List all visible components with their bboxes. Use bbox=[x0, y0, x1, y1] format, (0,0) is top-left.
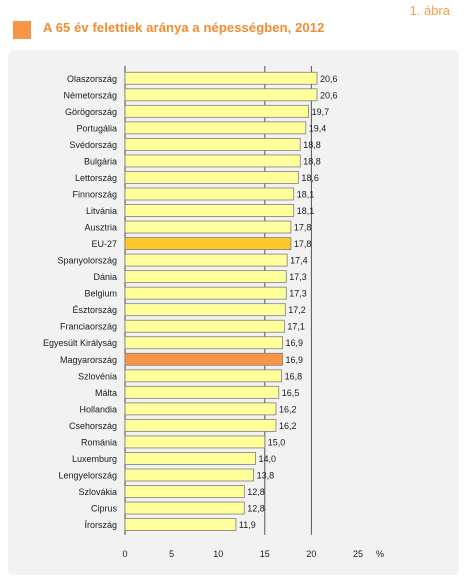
value-label: 16,9 bbox=[286, 338, 304, 348]
bar bbox=[124, 485, 245, 498]
figure-number-label: 1. ábra bbox=[409, 3, 450, 18]
category-label: Szlovénia bbox=[78, 371, 117, 381]
category-label: Görögország bbox=[65, 107, 117, 117]
category-label: Bulgária bbox=[84, 156, 117, 166]
value-label: 18,8 bbox=[303, 140, 321, 150]
value-label: 18,8 bbox=[303, 156, 321, 166]
category-label: Lettország bbox=[75, 173, 117, 183]
bar bbox=[124, 452, 256, 465]
category-label: Litvánia bbox=[86, 206, 117, 216]
x-axis-unit-label: % bbox=[376, 549, 384, 559]
value-label: 17,8 bbox=[294, 223, 312, 233]
category-label: Finnország bbox=[72, 189, 117, 199]
value-label: 18,1 bbox=[297, 206, 315, 216]
value-label: 14,0 bbox=[258, 454, 276, 464]
bar bbox=[124, 187, 295, 201]
category-label: Luxemburg bbox=[72, 454, 117, 464]
x-tick-label: 5 bbox=[169, 549, 174, 559]
bar bbox=[124, 286, 287, 300]
category-label: Írország bbox=[84, 520, 117, 530]
category-label: Olaszország bbox=[67, 74, 117, 84]
category-label: Franciaország bbox=[60, 322, 117, 332]
value-label: 20,6 bbox=[320, 74, 338, 84]
x-tick-label: 15 bbox=[260, 549, 270, 559]
category-label: Ciprus bbox=[91, 504, 118, 514]
bar bbox=[124, 204, 295, 217]
bar bbox=[124, 402, 277, 416]
value-label: 11,9 bbox=[239, 520, 256, 530]
category-label: Ausztria bbox=[84, 223, 117, 233]
category-label: Románia bbox=[81, 437, 117, 447]
value-label: 17,4 bbox=[290, 256, 308, 266]
category-label: Lengyelország bbox=[58, 470, 117, 480]
value-label: 16,2 bbox=[279, 404, 297, 414]
value-label: 20,6 bbox=[320, 90, 338, 100]
value-label: 16,8 bbox=[285, 371, 303, 381]
value-label: 17,3 bbox=[289, 272, 307, 282]
bar bbox=[124, 171, 299, 184]
value-label: 17,3 bbox=[289, 289, 307, 299]
category-label: Portugália bbox=[76, 123, 117, 133]
bar bbox=[124, 385, 280, 399]
title-marker-square bbox=[13, 21, 31, 39]
x-tick-label: 25 bbox=[353, 549, 363, 559]
value-label: 17,2 bbox=[288, 305, 306, 315]
bar bbox=[124, 501, 245, 515]
value-label: 17,1 bbox=[287, 322, 305, 332]
x-tick-label: 10 bbox=[213, 549, 223, 559]
value-label: 17,8 bbox=[294, 239, 312, 249]
category-label: Málta bbox=[95, 388, 117, 398]
value-label: 16,9 bbox=[286, 355, 304, 365]
category-label: Spanyolország bbox=[57, 256, 117, 266]
value-label: 19,7 bbox=[312, 107, 330, 117]
value-label: 18,6 bbox=[301, 173, 319, 183]
chart-panel: Olaszország 20,6 Németország 20,6 Görögorszá… bbox=[8, 50, 459, 575]
bar bbox=[124, 303, 286, 317]
value-label: 19,4 bbox=[309, 123, 327, 133]
bar bbox=[124, 154, 301, 168]
bar bbox=[124, 270, 287, 284]
bar bbox=[124, 352, 283, 366]
bar bbox=[124, 104, 310, 118]
value-label: 16,5 bbox=[282, 388, 300, 398]
value-label: 16,2 bbox=[279, 421, 297, 431]
x-tick-label: 20 bbox=[306, 549, 316, 559]
value-label: 12,8 bbox=[247, 504, 265, 514]
category-label: Belgium bbox=[84, 289, 117, 299]
chart-title: A 65 év felettiek aránya a népességben, … bbox=[43, 20, 325, 35]
category-label: Egyesült Királyság bbox=[43, 338, 117, 348]
value-label: 15,0 bbox=[268, 437, 286, 447]
value-label: 12,8 bbox=[247, 487, 265, 497]
category-label: Észtország bbox=[72, 305, 117, 315]
bar bbox=[124, 435, 266, 449]
bar-chart: Olaszország 20,6 Németország 20,6 Görögorszá… bbox=[43, 66, 384, 559]
bar bbox=[124, 518, 237, 531]
category-label: Csehország bbox=[69, 421, 117, 431]
category-label: Magyarország bbox=[60, 355, 117, 365]
category-label: Szlovákia bbox=[78, 487, 117, 497]
x-tick-label: 0 bbox=[122, 549, 127, 559]
bar bbox=[124, 336, 283, 350]
category-label: Svédország bbox=[69, 140, 117, 150]
bar bbox=[124, 71, 318, 85]
bar bbox=[124, 88, 318, 102]
bar bbox=[124, 418, 277, 432]
category-label: Németország bbox=[63, 90, 117, 100]
bar bbox=[124, 253, 288, 267]
value-label: 13,8 bbox=[257, 470, 275, 480]
category-label: EU-27 bbox=[91, 239, 117, 249]
bar bbox=[124, 468, 255, 482]
category-label: Dánia bbox=[93, 272, 117, 282]
bar bbox=[124, 121, 307, 135]
bar bbox=[124, 319, 285, 333]
figure-header: A 65 év felettiek aránya a népességben, … bbox=[0, 0, 466, 50]
bar bbox=[124, 237, 292, 250]
category-label: Hollandia bbox=[79, 404, 117, 414]
bar bbox=[124, 137, 301, 151]
value-label: 18,1 bbox=[297, 189, 315, 199]
bar bbox=[124, 220, 292, 234]
bar bbox=[124, 369, 282, 383]
